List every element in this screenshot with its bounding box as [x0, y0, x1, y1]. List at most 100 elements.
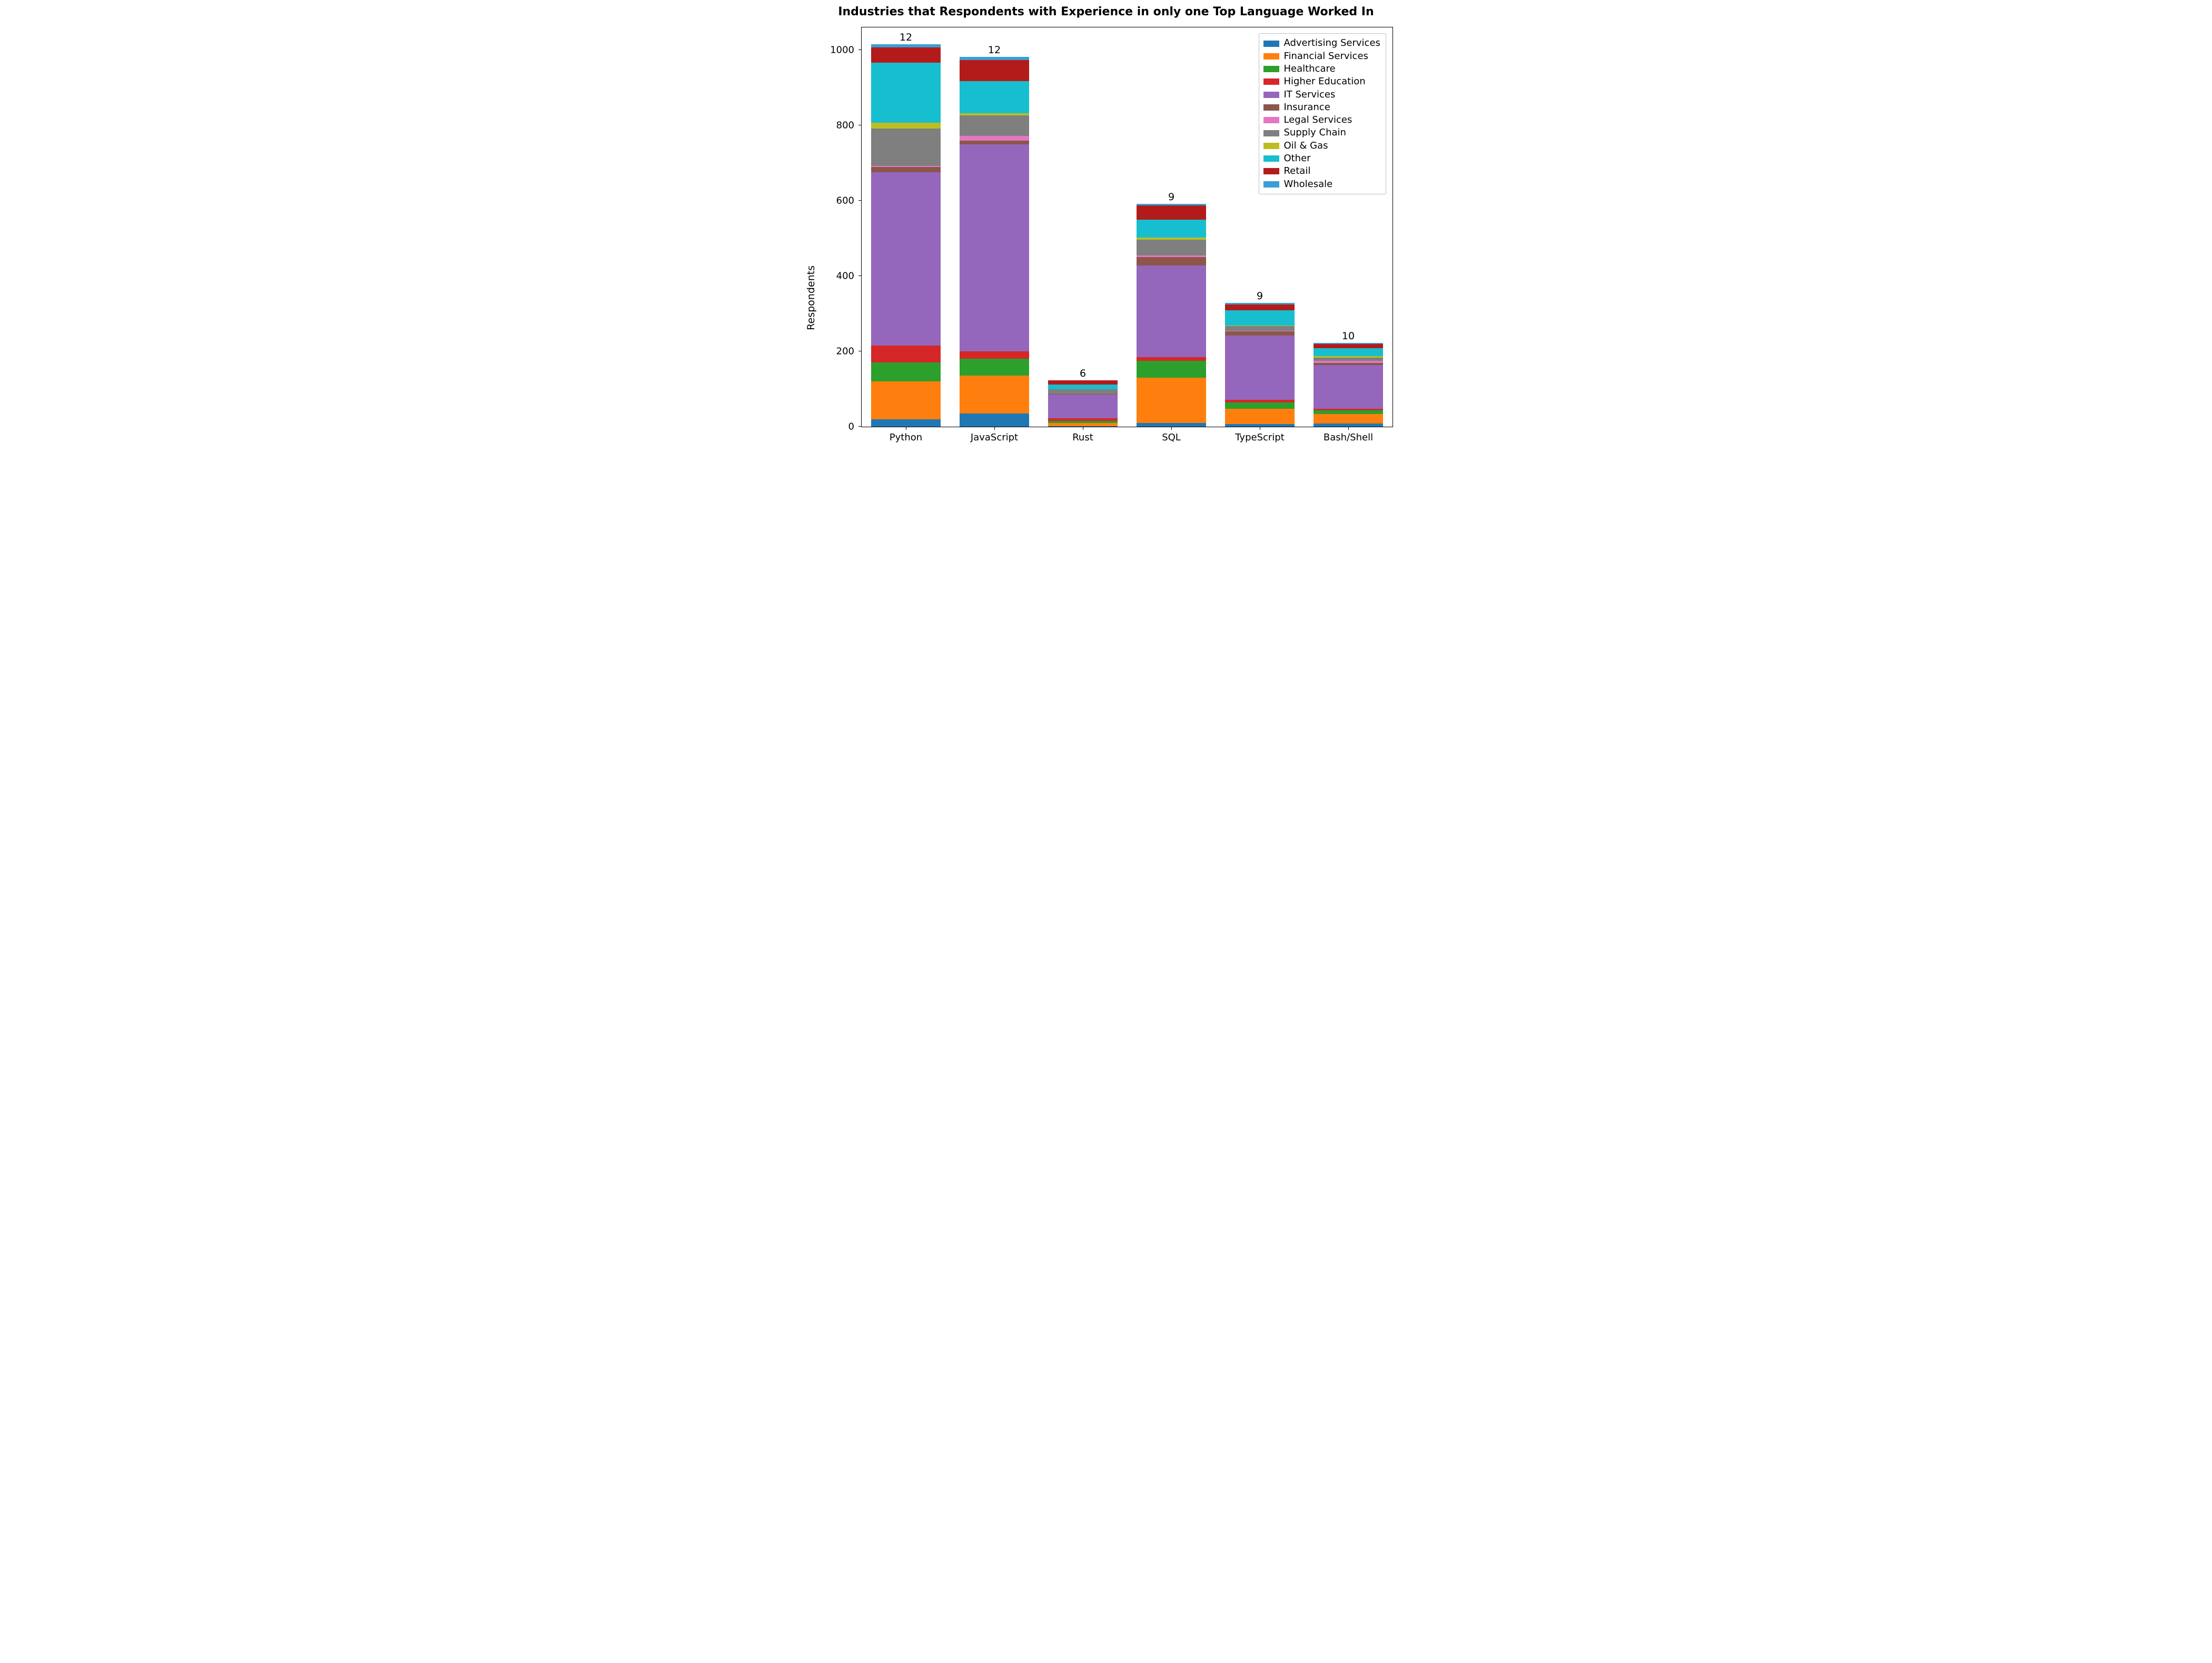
bar-segment: [1314, 361, 1382, 363]
bar-segment: [871, 362, 940, 381]
bar-segment: [1314, 365, 1382, 409]
bar-segment: [960, 60, 1029, 82]
bar-segment: [1314, 343, 1382, 345]
legend-swatch: [1263, 66, 1279, 72]
legend-label: Healthcare: [1283, 63, 1335, 75]
y-tick-label: 800: [836, 120, 862, 131]
bar-segment: [1137, 357, 1206, 361]
bar-segment: [871, 129, 940, 166]
legend-label: Supply Chain: [1283, 126, 1346, 139]
bar-segment: [960, 81, 1029, 113]
bar-segment: [1225, 310, 1294, 326]
legend-label: Legal Services: [1283, 114, 1352, 126]
bar-segment: [960, 359, 1029, 376]
legend-item: Higher Education: [1263, 75, 1380, 88]
legend-label: Higher Education: [1283, 75, 1365, 88]
bar-segment: [1048, 421, 1117, 423]
legend-swatch: [1263, 155, 1279, 162]
bar-annotation: 12: [960, 44, 1029, 57]
legend-swatch: [1263, 117, 1279, 123]
legend-label: Oil & Gas: [1283, 140, 1328, 152]
bar-segment: [960, 414, 1029, 427]
bar-segment: [960, 141, 1029, 144]
legend-label: Financial Services: [1283, 50, 1368, 63]
bar-segment: [1137, 238, 1206, 240]
bar-segment: [1314, 409, 1382, 411]
y-tick-label: 0: [848, 421, 862, 432]
bar-segment: [871, 123, 940, 129]
bar-segment: [1137, 361, 1206, 378]
x-tick-label: SQL: [1162, 427, 1181, 443]
bar-annotation: 9: [1137, 191, 1206, 204]
legend-swatch: [1263, 53, 1279, 60]
legend-item: Retail: [1263, 165, 1380, 178]
bar-segment: [1314, 344, 1382, 348]
bar-segment: [871, 172, 940, 346]
bar-segment: [960, 144, 1029, 351]
legend-swatch: [1263, 143, 1279, 149]
legend-swatch: [1263, 41, 1279, 47]
legend-label: Insurance: [1283, 101, 1330, 114]
legend-label: Other: [1283, 152, 1310, 165]
bar-segment: [1048, 380, 1117, 385]
bar-segment: [1225, 331, 1294, 336]
bar-segment: [871, 346, 940, 362]
bar-segment: [1048, 394, 1117, 395]
legend-item: Financial Services: [1263, 50, 1380, 63]
y-tick-label: 200: [836, 346, 862, 357]
legend-swatch: [1263, 78, 1279, 85]
bar-segment: [1314, 358, 1382, 361]
legend-swatch: [1263, 92, 1279, 98]
bar-segment: [960, 113, 1029, 115]
legend-swatch: [1263, 130, 1279, 136]
legend-item: Oil & Gas: [1263, 140, 1380, 152]
bar-segment: [960, 351, 1029, 359]
bar-annotation: 12: [871, 32, 940, 44]
bar-segment: [960, 115, 1029, 136]
bar-segment: [1225, 409, 1294, 424]
bar-group: 12: [960, 27, 1029, 427]
bar-segment: [1225, 303, 1294, 305]
bar-segment: [1314, 414, 1382, 424]
bar-segment: [1137, 265, 1206, 357]
bar-segment: [1137, 257, 1206, 265]
x-tick-label: Bash/Shell: [1324, 427, 1373, 443]
bar-segment: [960, 376, 1029, 414]
bar-segment: [1225, 336, 1294, 400]
bar-segment: [1137, 423, 1206, 427]
legend-label: Advertising Services: [1283, 37, 1380, 50]
bar-segment: [960, 57, 1029, 60]
bar-segment: [871, 63, 940, 123]
legend-label: Retail: [1283, 165, 1310, 178]
legend-item: Supply Chain: [1263, 126, 1380, 139]
legend-item: Other: [1263, 152, 1380, 165]
bar-annotation: 10: [1314, 330, 1382, 343]
bar-segment: [1225, 326, 1294, 331]
y-tick-label: 1000: [830, 44, 862, 55]
bar-segment: [1137, 240, 1206, 255]
plot-frame: 121269910 Advertising ServicesFinancial …: [861, 27, 1393, 427]
x-tick-label: JavaScript: [971, 427, 1018, 443]
bar-segment: [1137, 255, 1206, 258]
bar-segment: [871, 381, 940, 419]
bar-segment: [871, 167, 940, 173]
y-tick-label: 400: [836, 270, 862, 281]
bar-annotation: 9: [1225, 290, 1294, 303]
legend-item: Wholesale: [1263, 178, 1380, 191]
bar-segment: [1225, 304, 1294, 310]
bar-group: 12: [871, 27, 940, 427]
bar-segment: [1225, 400, 1294, 402]
bar-segment: [1048, 395, 1117, 418]
x-tick-label: Python: [890, 427, 922, 443]
legend-item: Insurance: [1263, 101, 1380, 114]
bar-segment: [1048, 423, 1117, 426]
bar-segment: [1048, 385, 1117, 389]
legend-swatch: [1263, 168, 1279, 174]
y-axis-label: Respondents: [805, 236, 817, 330]
bar-segment: [1314, 410, 1382, 414]
legend-item: Healthcare: [1263, 63, 1380, 75]
legend-item: IT Services: [1263, 88, 1380, 101]
bar-segment: [1314, 363, 1382, 365]
legend-swatch: [1263, 181, 1279, 188]
bar-segment: [1137, 220, 1206, 238]
